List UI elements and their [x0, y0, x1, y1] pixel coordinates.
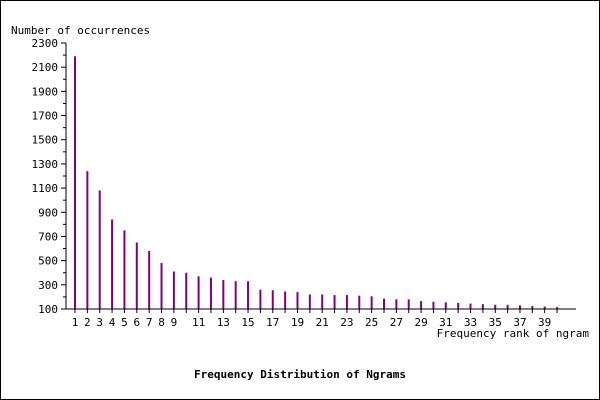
bar [209, 277, 212, 309]
bar [345, 295, 348, 309]
bar [86, 171, 89, 309]
bar [333, 295, 336, 309]
bar [111, 219, 114, 309]
bar [135, 242, 138, 309]
bar [494, 304, 497, 309]
x-tick-label: 3 [96, 316, 103, 329]
x-tick-label: 35 [489, 316, 502, 329]
bar [222, 279, 225, 309]
bar [407, 299, 410, 309]
x-tick-label: 19 [291, 316, 304, 329]
chart-title: Frequency Distribution of Ngrams [194, 368, 406, 381]
bar [518, 305, 521, 309]
y-tick-label: 100 [38, 303, 58, 316]
bar [296, 292, 299, 309]
bar [457, 302, 460, 309]
bar [531, 305, 534, 309]
x-tick-label: 11 [192, 316, 205, 329]
bar [420, 301, 423, 309]
x-tick-label: 33 [464, 316, 477, 329]
x-tick-label: 29 [414, 316, 427, 329]
x-tick-label: 8 [158, 316, 165, 329]
x-tick-label: 7 [146, 316, 153, 329]
x-tick-label: 21 [316, 316, 329, 329]
x-tick-label: 4 [109, 316, 116, 329]
y-tick-label: 500 [38, 255, 58, 268]
y-axis-label: Number of occurrences [11, 24, 150, 37]
bar [370, 296, 373, 309]
bar [543, 306, 546, 309]
bar [481, 304, 484, 309]
x-tick-label: 39 [538, 316, 551, 329]
bar [358, 295, 361, 309]
bar [247, 281, 250, 309]
bar [444, 302, 447, 309]
y-tick-label: 1300 [32, 158, 59, 171]
x-tick-label: 27 [390, 316, 403, 329]
x-tick-label: 2 [84, 316, 91, 329]
y-tick-label: 300 [38, 279, 58, 292]
bar [321, 294, 324, 309]
bar [395, 299, 398, 309]
x-tick-label: 13 [217, 316, 230, 329]
x-axis-label: Frequency rank of ngram [437, 327, 590, 340]
y-tick-label: 700 [38, 230, 58, 243]
bar [556, 307, 559, 309]
bar [271, 290, 274, 309]
bar [172, 271, 175, 309]
x-tick-label: 6 [133, 316, 140, 329]
bar-series [74, 56, 559, 309]
bar [432, 301, 435, 309]
x-tick-label: 5 [121, 316, 128, 329]
x-tick-label: 23 [340, 316, 353, 329]
bar [98, 190, 101, 309]
y-tick-label: 900 [38, 206, 58, 219]
bar [284, 291, 287, 309]
y-tick-label: 2300 [32, 37, 59, 50]
x-axis-ticks: 1 2 3 4 5 6 7 8 9 11 13 15 17 19 21 23 25 27 29 31 33 35 37 39 [72, 309, 558, 329]
bar [185, 272, 188, 309]
bar [234, 281, 237, 309]
x-tick-label: 37 [513, 316, 526, 329]
y-tick-label: 1500 [32, 134, 59, 147]
bar [74, 56, 76, 309]
bar [123, 230, 126, 309]
y-axis-ticks: 100 300 500 700 900 1100 1300 1500 1700 1900 2100 2… [32, 37, 66, 316]
bar [148, 250, 151, 309]
bar [160, 263, 163, 309]
x-tick-label: 25 [365, 316, 378, 329]
y-tick-label: 1100 [32, 182, 59, 195]
bar [506, 304, 509, 309]
y-tick-label: 2100 [32, 61, 59, 74]
x-tick-label: 31 [439, 316, 452, 329]
y-tick-label: 1700 [32, 110, 59, 123]
x-tick-label: 15 [241, 316, 254, 329]
bar [308, 294, 311, 309]
x-tick-label: 17 [266, 316, 279, 329]
x-tick-label: 9 [171, 316, 178, 329]
bar [383, 298, 385, 309]
bar [197, 276, 200, 309]
x-tick-label: 1 [72, 316, 79, 329]
y-tick-label: 1900 [32, 85, 59, 98]
bar [259, 289, 262, 309]
bar [469, 303, 472, 309]
